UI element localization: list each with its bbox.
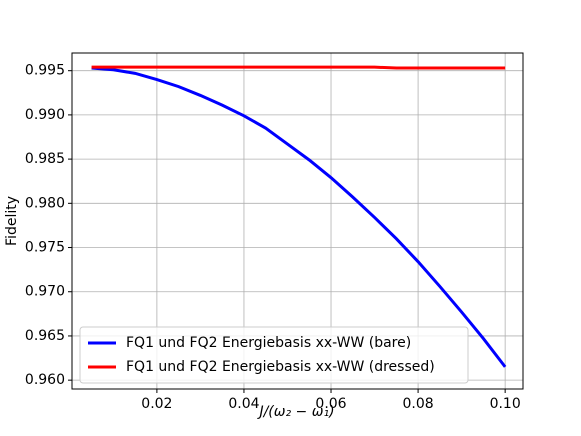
x-tick-label: 0.08 [402,396,433,412]
y-tick-label: 0.995 [25,63,65,79]
y-tick-label: 0.975 [25,240,65,256]
x-tick-label: 0.10 [490,396,521,412]
data-line [91,65,506,70]
x-tick-label: 0.02 [141,396,172,412]
plot-frame [71,52,524,390]
y-tick-label: 0.980 [25,195,65,211]
data-line [91,66,507,368]
y-tick-label: 0.965 [25,328,65,344]
legend: FQ1 und FQ2 Energiebasis xx-WW (bare) FQ1… [79,326,469,384]
y-axis-label: Fidelity [4,196,20,246]
legend-label: FQ1 und FQ2 Energiebasis xx-WW (bare) [126,335,411,351]
y-tick-label: 0.970 [25,284,65,300]
x-axis-label: J/(ω₂ − ω₁) [256,404,334,420]
legend-label: FQ1 und FQ2 Energiebasis xx-WW (dressed) [126,359,435,375]
x-tick-label: 0.06 [315,396,346,412]
y-tick-label: 0.990 [25,107,65,123]
legend-box [79,326,469,384]
x-tick-label: 0.04 [228,396,259,412]
y-tick-label: 0.985 [25,151,65,167]
y-tick-label: 0.960 [25,372,65,388]
